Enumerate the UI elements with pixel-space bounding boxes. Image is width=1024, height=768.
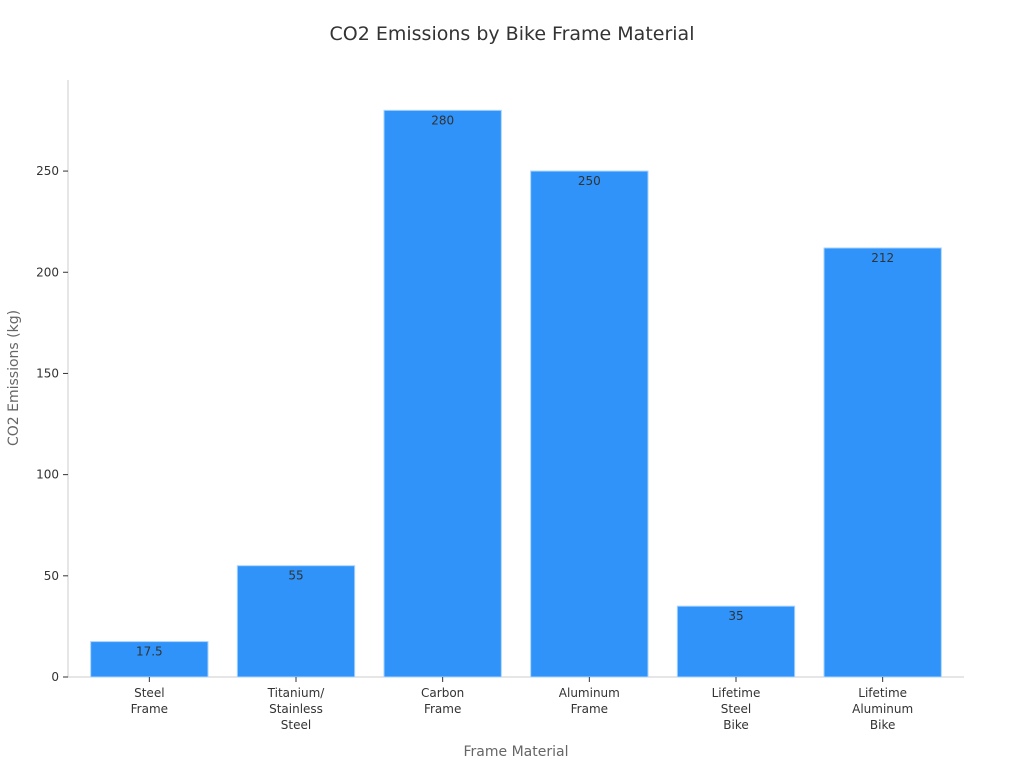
x-tick-label: Lifetime <box>858 686 907 700</box>
y-tick-label: 250 <box>36 164 59 178</box>
bars-group: 17.5 55 280 250 35 212 <box>90 109 942 678</box>
bar <box>823 247 942 678</box>
x-tick-label: Bike <box>870 718 895 732</box>
y-tick-label: 50 <box>44 569 59 583</box>
bar <box>530 170 649 678</box>
x-tick-label: Lifetime <box>712 686 761 700</box>
bar <box>90 641 209 678</box>
y-tick-label: 200 <box>36 265 59 279</box>
y-tick-label: 0 <box>51 670 59 684</box>
y-axis-label: CO2 Emissions (kg) <box>6 310 22 446</box>
x-tick-label: Bike <box>723 718 748 732</box>
x-tick-label: Carbon <box>421 686 464 700</box>
bar-value-label: 280 <box>431 113 454 127</box>
bar-value-label: 17.5 <box>136 645 163 659</box>
y-tick-label: 100 <box>36 468 59 482</box>
x-tick-label: Steel <box>281 718 311 732</box>
x-tick-label: Titanium/ <box>267 686 326 700</box>
x-tick-label: Stainless <box>269 702 323 716</box>
x-tick-label: Steel <box>134 686 164 700</box>
bar-value-label: 250 <box>578 174 601 188</box>
y-tick-label: 150 <box>36 366 59 380</box>
bar-value-label: 35 <box>728 609 743 623</box>
x-tick-label: Aluminum <box>559 686 620 700</box>
x-axis-ticks: Steel Frame Titanium/Stainless Steel Carbon F… <box>131 677 913 732</box>
x-tick-label: Frame <box>424 702 461 716</box>
x-tick-label: Frame <box>571 702 608 716</box>
bar <box>676 605 796 678</box>
x-tick-label: Steel <box>721 702 751 716</box>
bar <box>236 565 356 678</box>
bar <box>383 109 502 678</box>
bar-value-label: 212 <box>871 251 894 265</box>
y-axis-ticks: 0 50 100 150 200 250 <box>36 164 68 684</box>
chart-title: CO2 Emissions by Bike Frame Material <box>330 23 695 45</box>
x-tick-label: Frame <box>131 702 168 716</box>
x-axis-label: Frame Material <box>464 744 569 760</box>
bar-value-label: 55 <box>288 569 303 583</box>
x-tick-label: Aluminum <box>852 702 913 716</box>
